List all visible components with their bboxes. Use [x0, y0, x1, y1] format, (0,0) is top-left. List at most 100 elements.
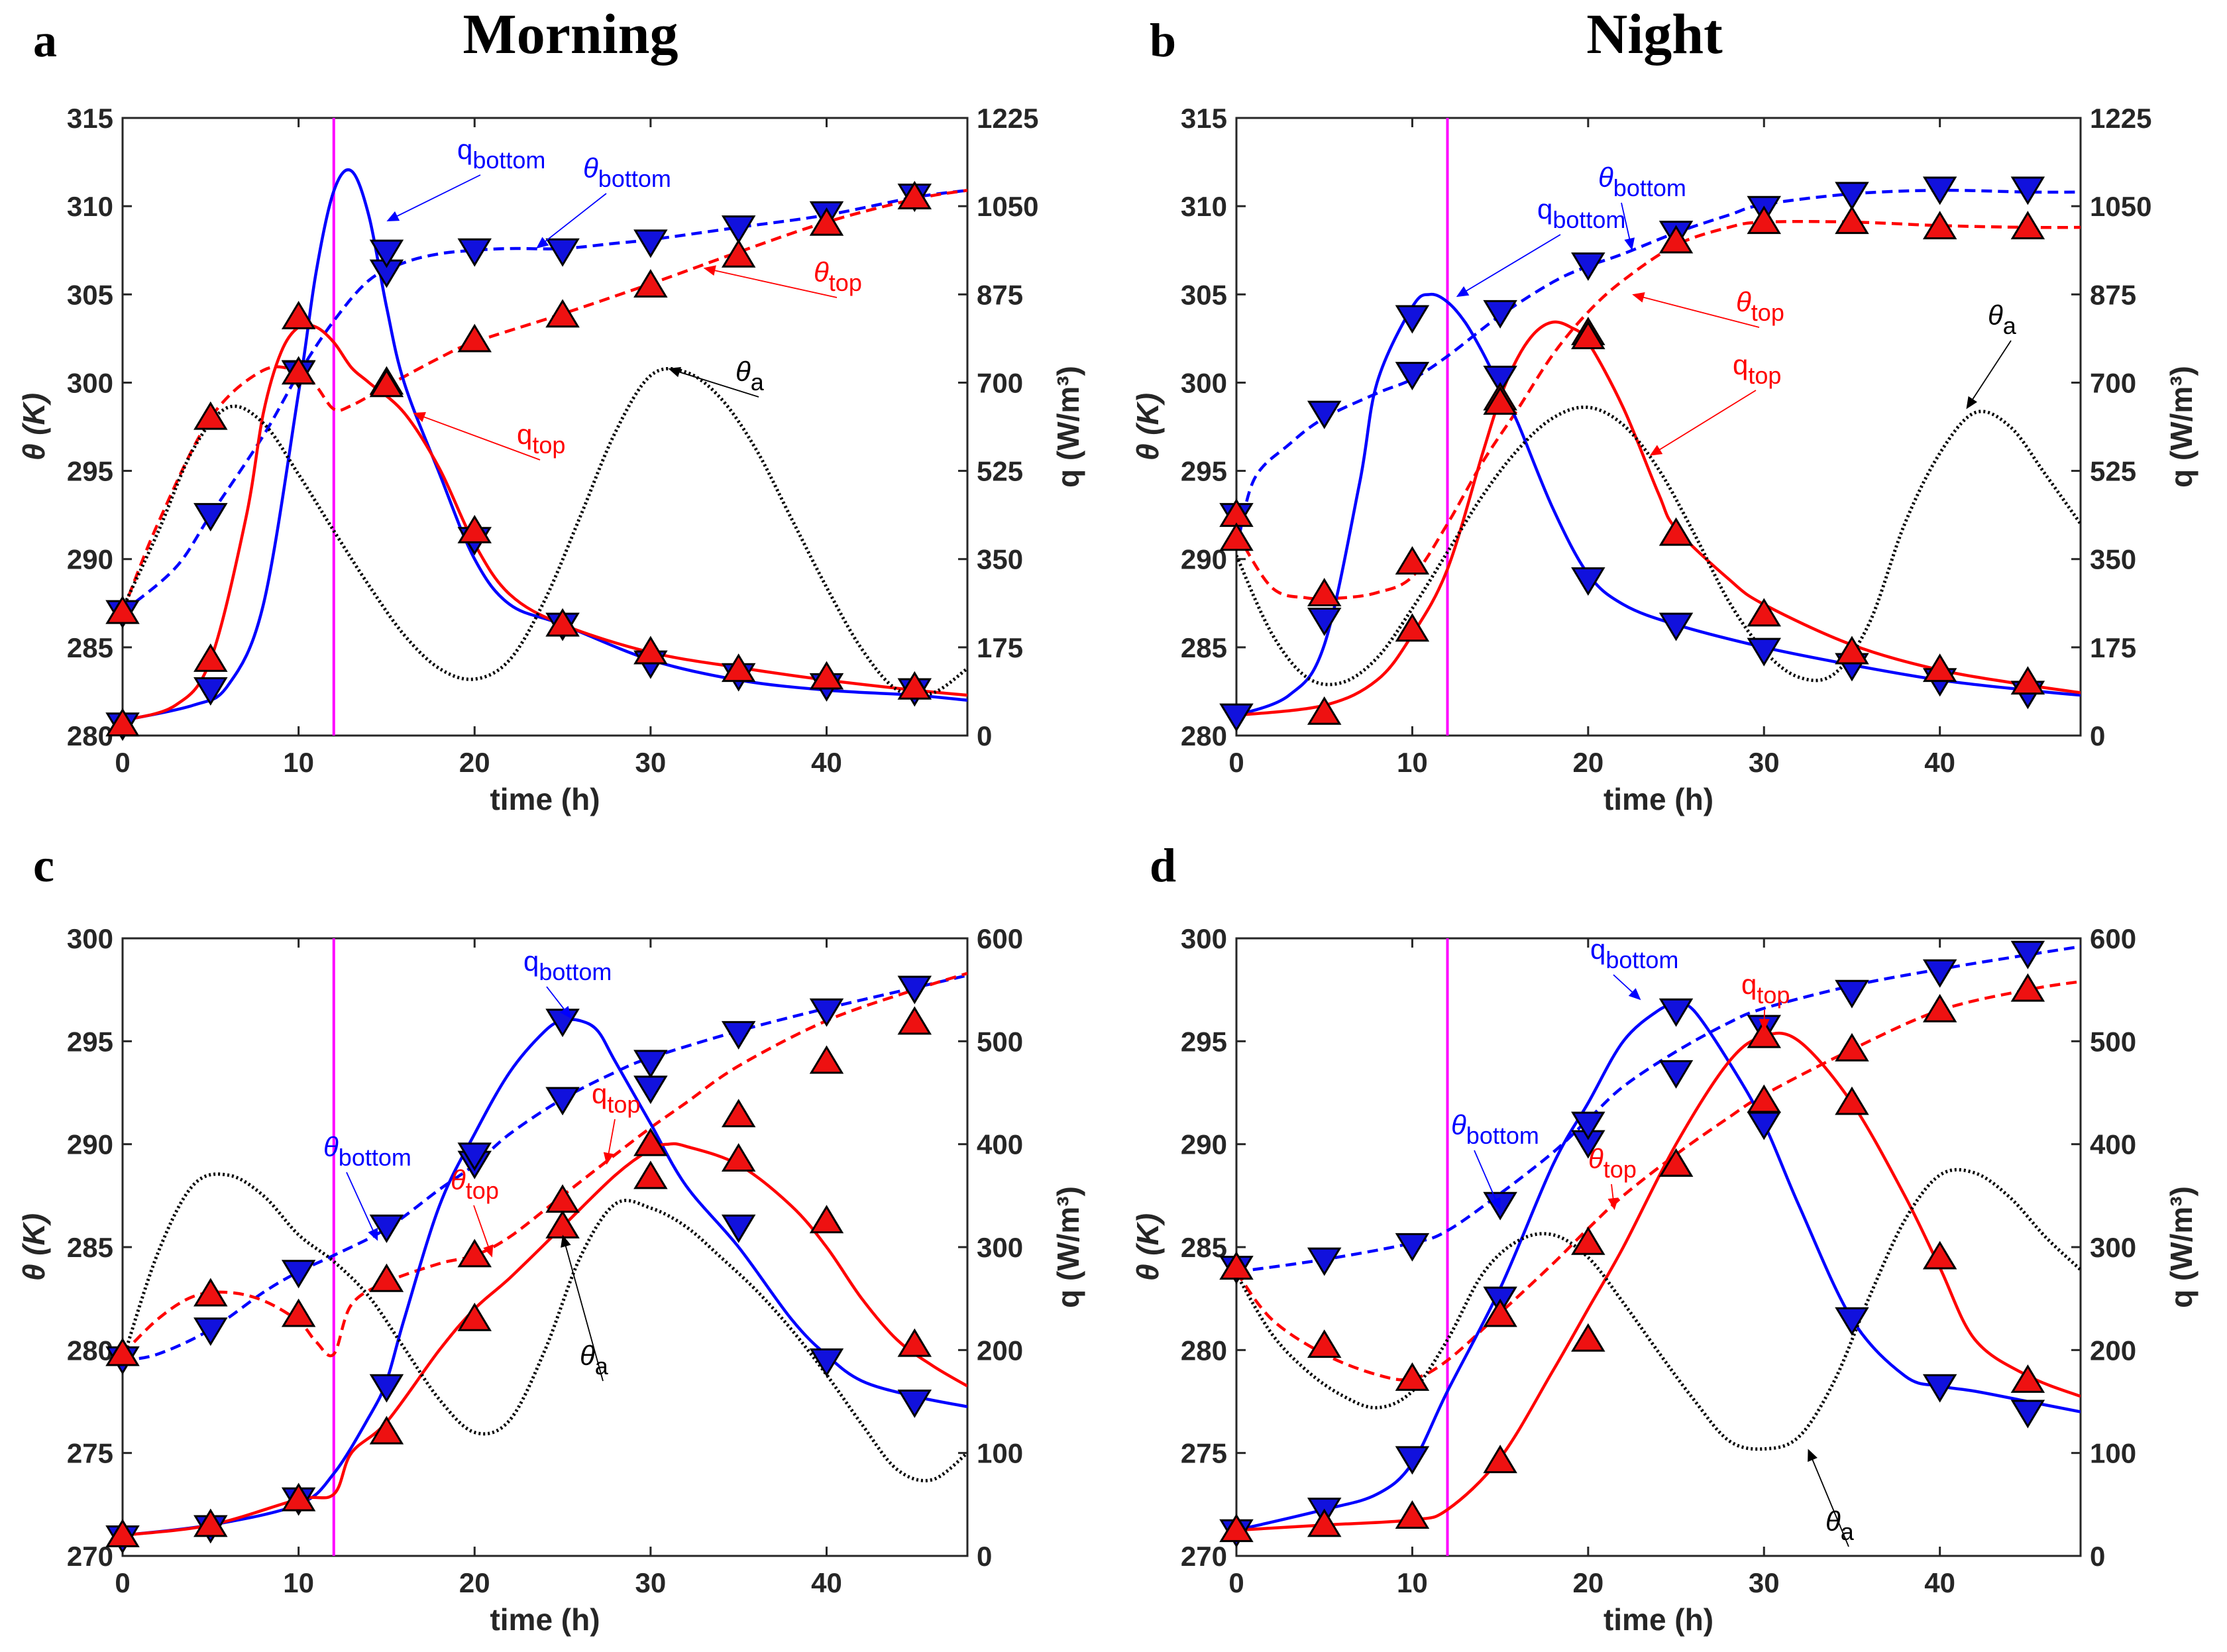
marker-q-top — [457, 514, 492, 543]
series-q-top — [123, 1142, 967, 1537]
marker-q-bottom — [633, 1075, 668, 1105]
marker-theta-bottom — [1922, 176, 1957, 205]
y-tick-label: 290 — [67, 544, 113, 575]
annotation-arrowhead — [1649, 445, 1663, 456]
marker-theta-bottom — [193, 1317, 228, 1347]
y-tick-label: 280 — [67, 1335, 113, 1366]
x-tick-label: 40 — [811, 747, 842, 778]
y-tick-label: 315 — [67, 103, 113, 134]
marker-theta-bottom — [457, 238, 492, 267]
series-theta-a — [1236, 405, 2081, 687]
y-tick-label: 290 — [67, 1129, 113, 1160]
annotation-arrowhead — [1632, 292, 1645, 303]
panel-c: c 0 10 20 30 40 270 275 280 285 290 295 300 0 100 200 30… — [17, 839, 1085, 1637]
y-right-tick-label: 350 — [2090, 544, 2136, 575]
marker-q-bottom — [193, 677, 228, 706]
y-tick-label: 280 — [1181, 1335, 1227, 1366]
annotation-arrow — [415, 413, 541, 461]
plot-area — [1236, 938, 2081, 1556]
marker-theta-bottom — [545, 238, 580, 267]
y-tick-label: 285 — [67, 1232, 113, 1263]
annotation-arrowhead — [1808, 1449, 1818, 1462]
y-tick-label: 300 — [67, 367, 113, 398]
annotation-label: θbottom — [323, 1131, 411, 1171]
x-tick-label: 30 — [635, 747, 667, 778]
marker-q-bottom — [369, 1374, 404, 1403]
marker-q-top — [897, 671, 932, 700]
marker-q-bottom — [1658, 612, 1694, 641]
x-tick-label: 0 — [115, 1567, 130, 1598]
marker-q-bottom — [809, 1348, 844, 1377]
marker-theta-top — [2010, 211, 2045, 240]
marker-q-top — [457, 1302, 492, 1331]
series-theta-top — [1236, 220, 2081, 601]
y-right-tick-label: 500 — [2090, 1026, 2136, 1057]
series-theta-top — [1236, 979, 2081, 1382]
y-tick-label: 300 — [1181, 367, 1227, 398]
y-right-tick-label: 300 — [977, 1232, 1023, 1263]
axes-box — [121, 117, 969, 737]
marker-theta-top — [1307, 578, 1342, 606]
y-tick-label: 290 — [1181, 1129, 1227, 1160]
y-tick-label: 285 — [67, 632, 113, 663]
annotation-label: qtop — [517, 419, 565, 459]
annotation-label: qbottom — [1590, 934, 1678, 973]
marker-q-top — [1483, 1445, 1517, 1474]
marker-theta-top — [1747, 1084, 1781, 1113]
marker-q-top — [2010, 666, 2045, 695]
annotation-arrowhead — [1490, 1197, 1501, 1211]
annotation-arrow — [537, 193, 607, 248]
x-axis-label: time (h) — [1603, 1602, 1713, 1637]
marker-theta-top — [1835, 1032, 1869, 1062]
x-tick-label: 20 — [459, 747, 490, 778]
marker-q-top — [1747, 598, 1781, 627]
marker-q-bottom — [1483, 365, 1517, 394]
title-morning: Morning — [463, 2, 679, 66]
marker-theta-top — [809, 207, 844, 236]
marker-theta-top — [809, 1045, 844, 1074]
series-theta-a — [123, 366, 967, 698]
x-tick-label: 40 — [811, 1567, 842, 1598]
annotation-label: θtop — [451, 1164, 499, 1204]
annotation-arrowhead — [368, 1227, 378, 1241]
annotation-arrow — [346, 1172, 378, 1239]
y-tick-label: 295 — [1181, 1026, 1227, 1057]
marker-q-top — [1835, 1086, 1869, 1115]
y-tick-label: 300 — [67, 923, 113, 954]
series-theta-bottom — [1236, 945, 2081, 1274]
panel-d: d 0 10 20 30 40 270 275 280 285 290 295 300 0 100 200 30… — [1130, 839, 2199, 1637]
marker-theta-top — [2010, 973, 2045, 1002]
marker-q-bottom — [1307, 608, 1342, 636]
marker-q-bottom — [1571, 1111, 1605, 1140]
y-right-tick-label: 700 — [977, 367, 1023, 398]
marker-q-bottom — [1219, 703, 1254, 732]
annotation-label: qtop — [1741, 969, 1790, 1009]
marker-theta-top — [721, 239, 756, 268]
y-right-tick-label: 0 — [2090, 720, 2105, 751]
y-right-tick-label: 1225 — [2090, 103, 2151, 134]
y-tick-label: 290 — [1181, 544, 1227, 575]
marker-theta-top — [1835, 205, 1869, 235]
axes-box — [1235, 937, 2082, 1557]
series-q-bottom — [1236, 292, 2081, 717]
y-axis-label: θ (K) — [17, 393, 51, 461]
x-axis-label: time (h) — [490, 782, 600, 816]
marker-theta-bottom — [1571, 252, 1605, 281]
y-axis-label: θ (K) — [1130, 393, 1165, 461]
marker-q-top — [1395, 1500, 1430, 1529]
series-q-top — [1236, 1031, 2081, 1532]
marker-theta-bottom — [1307, 400, 1342, 429]
x-tick-label: 0 — [115, 747, 130, 778]
annotation-label: θa — [735, 356, 765, 396]
marker-q-top — [1922, 1240, 1957, 1270]
marker-q-bottom — [1658, 998, 1694, 1027]
marker-theta-top — [281, 300, 316, 329]
marker-theta-bottom — [633, 229, 668, 258]
marker-q-bottom — [1747, 637, 1781, 667]
y-tick-label: 295 — [67, 1026, 113, 1057]
axes-box — [1235, 117, 2082, 737]
x-tick-label: 10 — [1397, 747, 1428, 778]
marker-theta-top — [457, 323, 492, 353]
marker-q-bottom — [897, 1390, 932, 1418]
y-right-axis-label: q (W/m³) — [2164, 366, 2199, 488]
